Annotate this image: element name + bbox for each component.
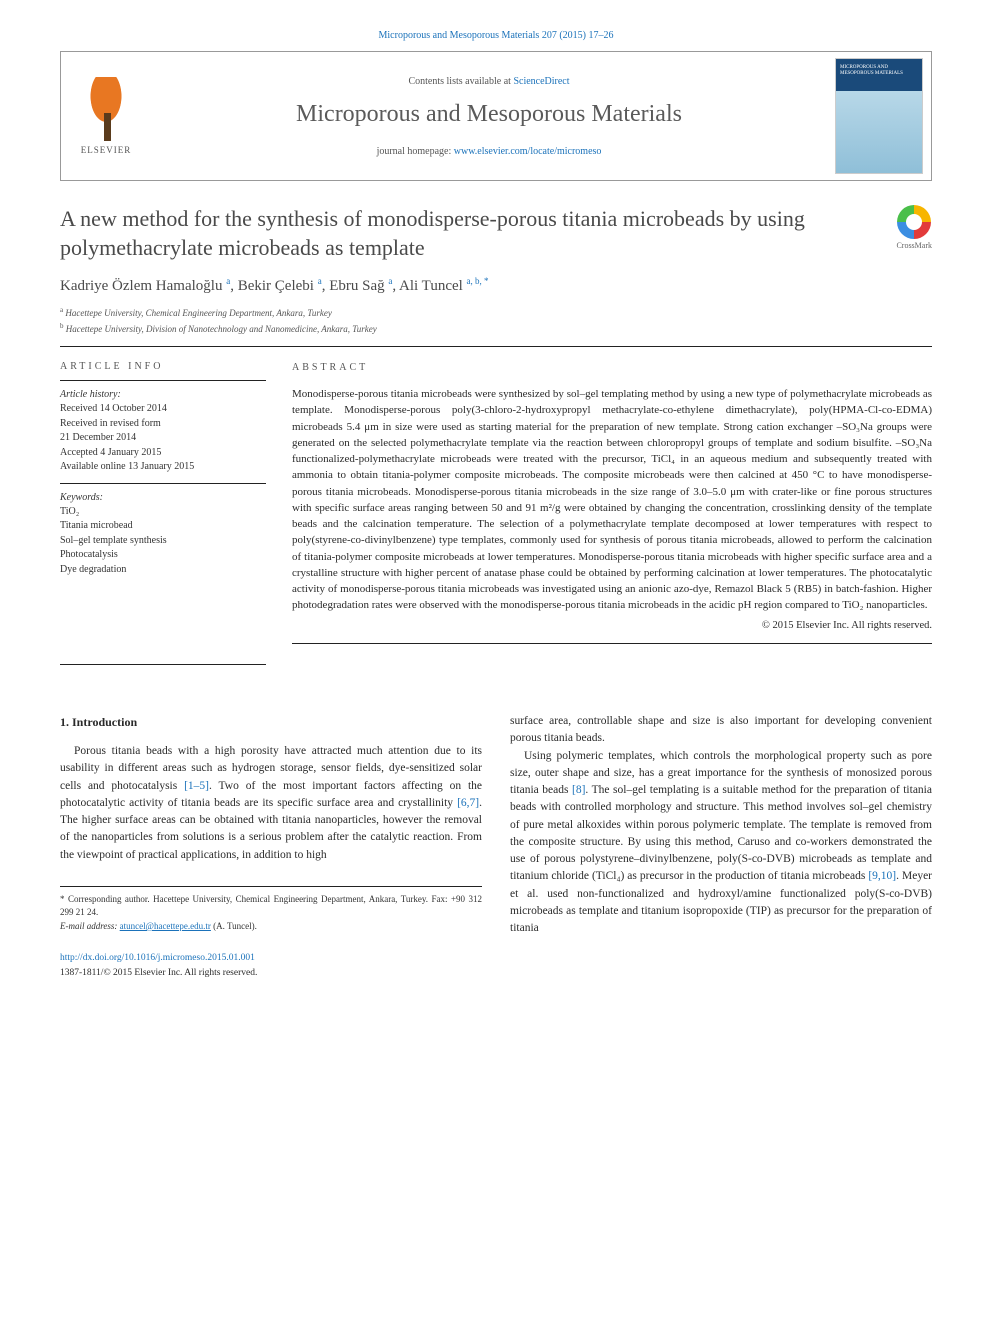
journal-masthead: ELSEVIER Contents lists available at Sci… (60, 51, 932, 181)
body-paragraph: Porous titania beads with a high porosit… (60, 743, 482, 864)
abstract-column: ABSTRACT Monodisperse-porous titania mic… (292, 361, 932, 658)
keyword: Titania microbead (60, 519, 266, 534)
divider (60, 346, 932, 347)
homepage-prefix: journal homepage: (377, 146, 454, 157)
keyword: TiO₂ (60, 505, 266, 520)
journal-cover-thumbnail: MICROPOROUS AND MESOPOROUS MATERIALS (835, 58, 923, 174)
abstract-label: ABSTRACT (292, 361, 932, 376)
keyword: Photocatalysis (60, 548, 266, 563)
corr-email-attrib: (A. Tuncel). (213, 921, 257, 931)
abstract-text: Monodisperse-porous titania microbeads w… (292, 386, 932, 614)
body-paragraph: surface area, controllable shape and siz… (510, 713, 932, 748)
elsevier-label: ELSEVIER (81, 145, 132, 155)
affiliation-b: b Hacettepe University, Division of Nano… (60, 321, 932, 337)
cover-thumb-title: MICROPOROUS AND MESOPOROUS MATERIALS (840, 65, 918, 76)
affiliation-a: a Hacettepe University, Chemical Enginee… (60, 305, 932, 321)
doi-footer: http://dx.doi.org/10.1016/j.micromeso.20… (60, 951, 932, 980)
keywords-list: TiO₂ Titania microbead Sol–gel template … (60, 505, 266, 578)
email-label: E-mail address: (60, 921, 117, 931)
keywords-label: Keywords: (60, 492, 266, 503)
body-columns: 1. Introduction Porous titania beads wit… (60, 713, 932, 937)
affiliations: a Hacettepe University, Chemical Enginee… (60, 305, 932, 336)
keyword: Sol–gel template synthesis (60, 534, 266, 549)
article-history: Received 14 October 2014 Received in rev… (60, 402, 266, 475)
homepage-link[interactable]: www.elsevier.com/locate/micromeso (454, 146, 602, 157)
contents-available: Contents lists available at ScienceDirec… (163, 76, 815, 87)
corr-star: * (60, 894, 65, 904)
right-column: surface area, controllable shape and siz… (510, 713, 932, 937)
keyword: Dye degradation (60, 563, 266, 578)
corresponding-author-footnote: * Corresponding author. Hacettepe Univer… (60, 886, 482, 934)
history-line: Received 14 October 2014 (60, 402, 266, 417)
left-column: 1. Introduction Porous titania beads wit… (60, 713, 482, 937)
abstract-copyright: © 2015 Elsevier Inc. All rights reserved… (292, 618, 932, 634)
author-list: Kadriye Özlem Hamaloğlu a, Bekir Çelebi … (60, 276, 932, 295)
elsevier-logo: ELSEVIER (61, 52, 151, 180)
body-paragraph: Using polymeric templates, which control… (510, 748, 932, 938)
article-title: A new method for the synthesis of monodi… (60, 205, 820, 262)
journal-name: Microporous and Mesoporous Materials (163, 101, 815, 128)
sciencedirect-link[interactable]: ScienceDirect (513, 76, 569, 87)
article-history-label: Article history: (60, 389, 266, 400)
history-line: Available online 13 January 2015 (60, 460, 266, 475)
elsevier-tree-icon (79, 77, 133, 141)
article-info-column: ARTICLE INFO Article history: Received 1… (60, 361, 266, 658)
history-line: Accepted 4 January 2015 (60, 446, 266, 461)
crossmark-label: CrossMark (896, 241, 932, 250)
intro-heading: 1. Introduction (60, 713, 482, 731)
masthead-center: Contents lists available at ScienceDirec… (151, 66, 827, 167)
corr-email-link[interactable]: atuncel@hacettepe.edu.tr (120, 921, 211, 931)
crossmark-badge[interactable]: CrossMark (896, 205, 932, 250)
corr-text: Corresponding author. Hacettepe Universi… (60, 894, 482, 918)
article-info-label: ARTICLE INFO (60, 361, 266, 372)
doi-link[interactable]: http://dx.doi.org/10.1016/j.micromeso.20… (60, 953, 255, 963)
history-line: Received in revised form (60, 417, 266, 432)
crossmark-icon (897, 205, 931, 239)
journal-homepage: journal homepage: www.elsevier.com/locat… (163, 146, 815, 157)
contents-prefix: Contents lists available at (408, 76, 513, 87)
issn-copyright: 1387-1811/© 2015 Elsevier Inc. All right… (60, 968, 257, 978)
history-line: 21 December 2014 (60, 431, 266, 446)
citation-header: Microporous and Mesoporous Materials 207… (60, 30, 932, 41)
